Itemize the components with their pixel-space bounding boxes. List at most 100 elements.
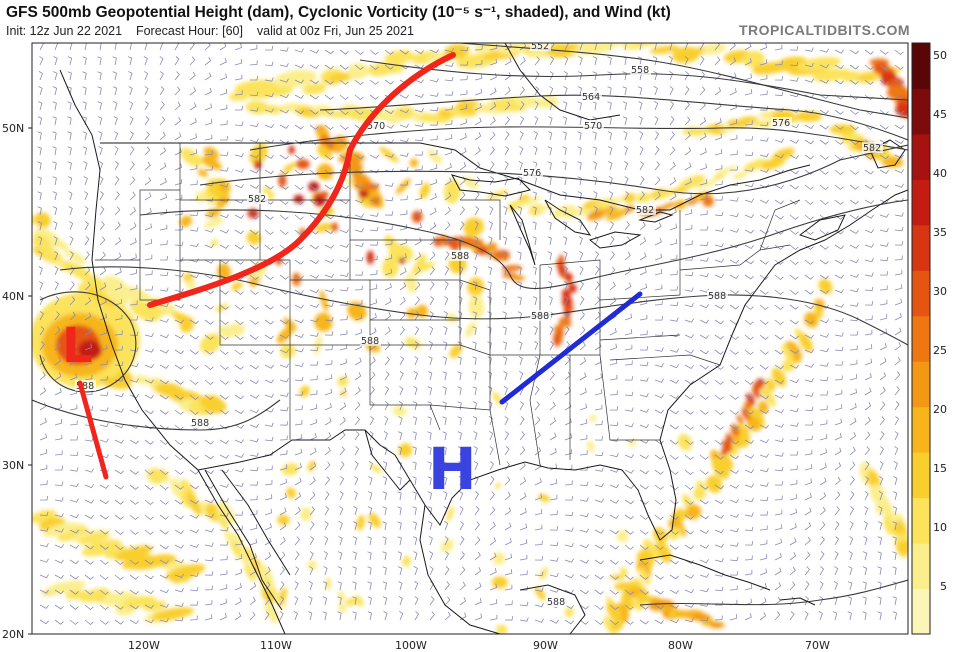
wind-barb bbox=[54, 574, 64, 579]
wind-barb bbox=[264, 537, 272, 546]
wind-barb bbox=[38, 101, 43, 111]
wind-barb bbox=[279, 522, 287, 531]
wind-barb bbox=[517, 206, 523, 216]
wind-barb bbox=[339, 506, 344, 516]
wind-barb bbox=[354, 431, 360, 441]
wind-barb bbox=[54, 357, 62, 366]
wind-barb bbox=[264, 581, 271, 591]
vorticity-blob bbox=[202, 398, 227, 414]
wind-barb bbox=[669, 71, 674, 81]
wind-barb bbox=[427, 461, 432, 471]
vorticity-blob bbox=[32, 234, 50, 250]
wind-barb bbox=[564, 326, 570, 336]
wind-barb bbox=[864, 329, 873, 336]
wind-barb bbox=[249, 481, 259, 486]
wind-barb bbox=[684, 574, 694, 579]
vorticity-blob bbox=[244, 564, 256, 582]
wind-barb bbox=[444, 236, 451, 246]
wind-barb bbox=[429, 551, 434, 561]
wind-barb bbox=[204, 585, 213, 591]
wind-barb bbox=[159, 454, 169, 461]
wind-barb bbox=[324, 64, 334, 70]
wind-barb bbox=[849, 316, 859, 322]
wind-barb bbox=[144, 439, 154, 445]
wind-barb bbox=[669, 192, 677, 201]
wind-barb bbox=[399, 94, 409, 99]
wind-barb bbox=[879, 446, 885, 456]
wind-barb bbox=[384, 239, 393, 246]
wind-barb bbox=[654, 469, 664, 475]
site-credit[interactable]: TROPICALTIDBITS.COM bbox=[738, 22, 910, 38]
wind-barb bbox=[67, 56, 73, 66]
wind-barb bbox=[579, 326, 586, 336]
wind-barb bbox=[609, 327, 617, 336]
wind-barb bbox=[114, 237, 122, 246]
wind-barb bbox=[397, 476, 402, 486]
trough-axis-south bbox=[77, 380, 109, 480]
wind-barb bbox=[294, 289, 304, 295]
wind-barb bbox=[487, 356, 492, 366]
wind-barb bbox=[684, 303, 694, 308]
wind-barb bbox=[519, 492, 527, 501]
wind-barb bbox=[699, 409, 709, 415]
wind-barb bbox=[879, 386, 886, 396]
wind-barb bbox=[547, 191, 552, 201]
wind-barb bbox=[789, 465, 798, 471]
wind-barb bbox=[654, 619, 664, 625]
wind-barb bbox=[699, 573, 709, 578]
wind-barb bbox=[744, 379, 754, 385]
wind-barb bbox=[804, 349, 814, 354]
wind-barb bbox=[579, 266, 584, 276]
wind-barb bbox=[323, 551, 328, 561]
wind-barb bbox=[729, 119, 738, 126]
vorticity-blob bbox=[337, 602, 347, 614]
wind-barb bbox=[879, 124, 889, 130]
wind-barb bbox=[804, 289, 814, 295]
wind-barb bbox=[684, 484, 694, 490]
wind-barb bbox=[519, 86, 526, 96]
wind-barb bbox=[729, 585, 738, 591]
wind-barb bbox=[84, 437, 94, 442]
wind-barb bbox=[114, 454, 124, 459]
wind-barb bbox=[84, 619, 94, 626]
wind-barb bbox=[549, 447, 557, 456]
wind-barb bbox=[339, 358, 348, 366]
wind-barb bbox=[114, 574, 124, 581]
wind-barb bbox=[834, 418, 843, 426]
wind-barb bbox=[774, 409, 784, 414]
wind-barb bbox=[532, 251, 537, 261]
wind-barb bbox=[849, 345, 858, 351]
wind-barb bbox=[444, 296, 449, 306]
wind-barb bbox=[503, 371, 508, 381]
wind-barb bbox=[669, 454, 679, 460]
wind-barb bbox=[759, 106, 769, 111]
wind-barb bbox=[564, 433, 573, 441]
wind-barb bbox=[684, 71, 690, 81]
vorticity-blob bbox=[649, 45, 680, 54]
wind-barb bbox=[654, 394, 664, 399]
wind-barb bbox=[54, 450, 63, 456]
wind-barb bbox=[789, 214, 799, 220]
wind-barb bbox=[714, 243, 724, 248]
vorticity-blob bbox=[368, 512, 381, 528]
wind-barb bbox=[789, 199, 799, 205]
wind-barb bbox=[368, 476, 373, 486]
wind-barb bbox=[99, 329, 108, 336]
contour-label-bg bbox=[522, 167, 543, 178]
wind-barb bbox=[502, 311, 507, 321]
wind-barb bbox=[234, 424, 244, 429]
vorticity-blob bbox=[804, 312, 819, 328]
wind-barb bbox=[759, 259, 769, 265]
wind-barb bbox=[654, 514, 664, 521]
wind-barb bbox=[489, 583, 498, 591]
wind-barb bbox=[579, 559, 589, 564]
wind-barb bbox=[174, 43, 179, 51]
wind-barb bbox=[294, 184, 304, 191]
wind-barb bbox=[384, 211, 394, 216]
wind-barb bbox=[308, 581, 313, 591]
wind-barb bbox=[204, 409, 214, 415]
wind-barb bbox=[68, 191, 73, 201]
wind-barb bbox=[834, 49, 844, 54]
wind-barb bbox=[714, 499, 724, 505]
vorticity-blob bbox=[586, 440, 595, 453]
